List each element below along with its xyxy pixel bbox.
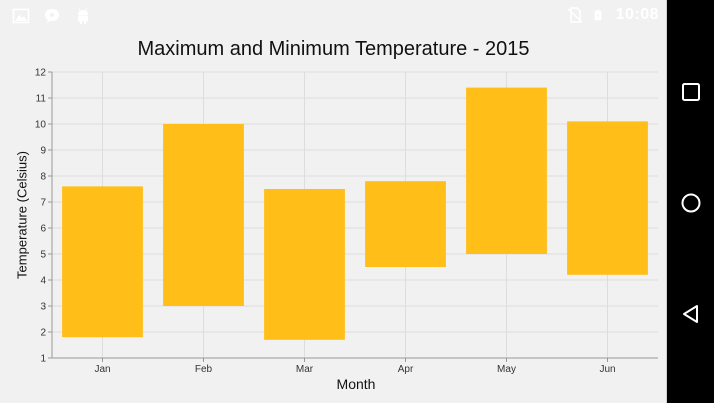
chat-bubble-icon — [45, 9, 59, 23]
status-clock: 10:08 — [615, 6, 659, 23]
range-bar-feb — [163, 124, 244, 306]
y-tick-label: 2 — [40, 328, 46, 339]
y-tick-label: 7 — [40, 198, 46, 209]
x-tick-label: Jan — [94, 364, 110, 375]
no-sim-icon — [567, 7, 583, 23]
y-tick-label: 10 — [35, 120, 47, 131]
x-tick-label: Jun — [599, 364, 615, 375]
home-circle-icon — [681, 193, 700, 213]
y-tick-label: 9 — [40, 146, 46, 157]
x-tick-label: Feb — [195, 364, 213, 375]
navigation-bar — [667, 0, 714, 403]
image-icon — [12, 8, 30, 24]
y-tick-label: 12 — [35, 68, 47, 79]
y-tick-label: 8 — [40, 172, 46, 183]
recents-button[interactable] — [667, 62, 714, 122]
range-bar-apr — [365, 181, 446, 267]
battery-icon — [594, 9, 601, 21]
y-tick-label: 1 — [40, 354, 46, 365]
range-bar-may — [466, 87, 547, 254]
x-tick-label: Apr — [398, 364, 414, 375]
android-icon — [78, 8, 88, 24]
home-button[interactable] — [667, 173, 714, 233]
y-tick-label: 11 — [36, 94, 47, 105]
x-axis-label: Month — [336, 376, 376, 392]
app-screen: 10:08 Maximum and Minimum Temperature - … — [0, 0, 667, 403]
range-bar-jan — [62, 186, 143, 338]
recents-square-icon — [681, 83, 700, 101]
x-tick-label: Mar — [296, 364, 314, 375]
back-button[interactable] — [667, 284, 714, 344]
y-tick-label: 5 — [40, 250, 46, 261]
range-bar-jun — [567, 121, 648, 275]
status-bar: 10:08 — [0, 0, 667, 32]
y-tick-label: 4 — [40, 276, 46, 287]
x-tick-label: May — [497, 364, 516, 375]
range-bar-mar — [264, 189, 345, 340]
back-triangle-icon — [682, 305, 698, 323]
y-tick-label: 6 — [40, 224, 46, 235]
chart-title: Maximum and Minimum Temperature - 2015 — [137, 38, 530, 60]
y-tick-label: 3 — [40, 302, 46, 313]
